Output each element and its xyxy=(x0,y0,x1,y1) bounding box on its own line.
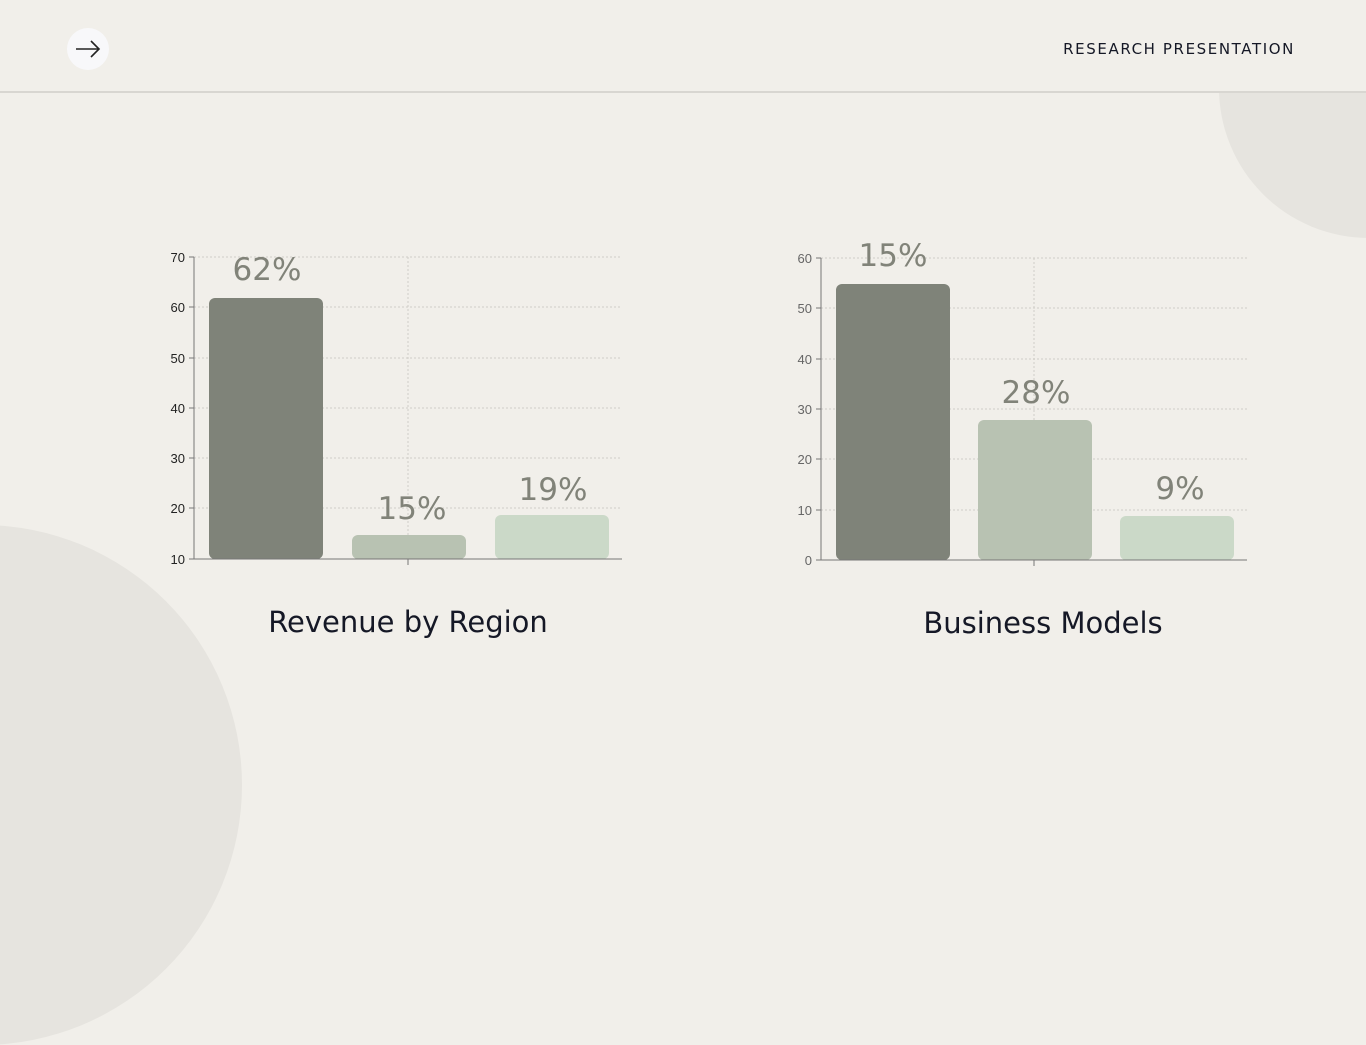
bar-3-label: 9% xyxy=(1155,471,1204,507)
y-axis-ticks: 60 50 40 30 20 10 0 xyxy=(798,251,812,568)
svg-text:20: 20 xyxy=(171,501,185,516)
chart-title-business-models: Business Models xyxy=(923,606,1163,640)
gridlines xyxy=(194,256,622,559)
bar-labels: 15% 28% 9% xyxy=(859,238,1205,507)
bar-chart-svg: 70 60 50 40 30 20 10 62% 15% 19% xyxy=(171,250,622,567)
svg-text:60: 60 xyxy=(798,251,812,266)
bar-2 xyxy=(978,420,1092,560)
svg-text:20: 20 xyxy=(798,452,812,467)
svg-text:30: 30 xyxy=(171,451,185,466)
bar-3 xyxy=(495,515,609,559)
bar-1-label: 15% xyxy=(859,238,928,274)
bar-3-label: 19% xyxy=(519,472,588,508)
svg-text:40: 40 xyxy=(798,352,812,367)
svg-text:10: 10 xyxy=(171,552,185,567)
svg-text:30: 30 xyxy=(798,402,812,417)
presentation-title: RESEARCH PRESENTATION xyxy=(1063,40,1295,58)
header: RESEARCH PRESENTATION xyxy=(0,0,1366,93)
svg-text:40: 40 xyxy=(171,401,185,416)
arrow-right-icon xyxy=(76,40,101,58)
bar-2-label: 28% xyxy=(1002,375,1071,411)
svg-text:50: 50 xyxy=(171,351,185,366)
svg-text:50: 50 xyxy=(798,301,812,316)
svg-text:10: 10 xyxy=(798,503,812,518)
next-slide-button[interactable] xyxy=(67,28,109,70)
bar-2-label: 15% xyxy=(378,491,447,527)
svg-text:0: 0 xyxy=(805,553,812,568)
bar-1 xyxy=(836,284,950,560)
bar-labels: 62% 15% 19% xyxy=(233,252,588,527)
svg-text:60: 60 xyxy=(171,300,185,315)
bar-3 xyxy=(1120,516,1234,560)
svg-text:70: 70 xyxy=(171,250,185,265)
bar-1-label: 62% xyxy=(233,252,302,288)
chart-title-revenue-by-region: Revenue by Region xyxy=(268,605,548,639)
y-axis-ticks: 70 60 50 40 30 20 10 xyxy=(171,250,185,567)
bar-chart-svg: 60 50 40 30 20 10 0 15% 28% 9% xyxy=(798,238,1247,568)
bar-1 xyxy=(209,298,323,559)
bar-2 xyxy=(352,535,466,559)
